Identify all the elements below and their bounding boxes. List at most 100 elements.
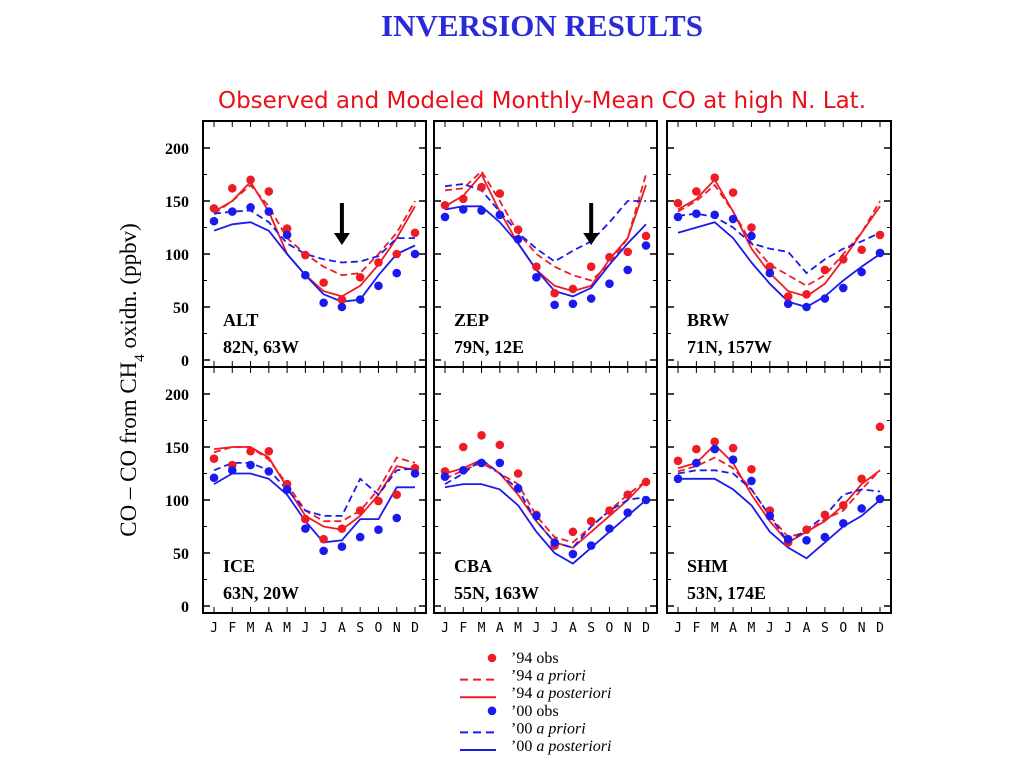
x-tick-label: M (514, 621, 522, 636)
series-post00 (444, 205, 647, 298)
point-obs94 (728, 443, 738, 453)
x-tick-label: F (692, 621, 700, 636)
legend-item-prior94: ’94 a priori (460, 668, 586, 685)
point-obs00 (477, 206, 486, 215)
series-post00 (213, 472, 415, 544)
point-obs94 (458, 442, 468, 452)
point-obs94 (374, 258, 383, 267)
point-obs00 (440, 212, 450, 222)
x-tick-label: M (711, 621, 719, 636)
x-tick-label: A (803, 621, 811, 636)
x-tick-label: A (729, 621, 737, 636)
point-obs00 (623, 265, 633, 275)
y-axis-label-text: CO – CO from CH4 oxidn. (ppbv) (116, 223, 148, 537)
x-tick-label: O (606, 621, 614, 636)
series-prior00 (444, 458, 647, 549)
point-obs00 (374, 525, 383, 534)
x-tick-label: A (338, 621, 346, 636)
station-name: CBA (454, 556, 492, 576)
series-post94 (213, 180, 416, 298)
point-obs00 (319, 298, 328, 308)
x-tick-label: J (320, 621, 328, 636)
x-tick-label: S (356, 621, 364, 636)
y-tick-label: 100 (165, 247, 189, 264)
point-obs94 (838, 254, 848, 264)
point-obs94 (301, 514, 310, 524)
point-obs94 (495, 189, 505, 198)
y-tick-label: 0 (181, 353, 189, 370)
point-obs94 (495, 440, 505, 450)
point-obs00 (605, 524, 614, 533)
point-obs94 (282, 224, 292, 233)
series-post00 (213, 221, 416, 303)
point-obs00 (209, 473, 219, 483)
point-obs94 (319, 534, 328, 544)
point-obs94 (820, 510, 830, 520)
point-obs00 (495, 210, 505, 220)
point-obs00 (820, 294, 830, 303)
point-obs00 (264, 207, 274, 216)
point-obs00 (710, 210, 720, 220)
point-obs94 (209, 204, 219, 213)
point-obs94 (623, 490, 633, 500)
arrow-head-icon (333, 233, 350, 245)
x-tick-label: J (532, 621, 540, 636)
point-obs00 (802, 302, 811, 312)
point-obs00 (319, 546, 328, 556)
x-tick-label: F (459, 621, 467, 636)
station-name: ICE (223, 556, 255, 576)
point-obs00 (728, 455, 738, 465)
point-obs94 (392, 249, 402, 259)
point-obs94 (355, 273, 365, 282)
legend-item-post00: ’00 a posteriori (460, 738, 611, 755)
point-obs00 (458, 466, 468, 475)
point-obs94 (374, 496, 383, 506)
point-obs94 (641, 231, 651, 241)
point-obs00 (374, 281, 383, 291)
point-obs94 (586, 516, 596, 526)
point-obs94 (673, 456, 683, 466)
point-obs00 (301, 524, 310, 533)
point-obs00 (586, 294, 596, 303)
x-tick-label: S (821, 621, 829, 636)
point-obs00 (641, 495, 651, 505)
point-obs00 (728, 214, 738, 224)
panel-alt: 0 50 100 150 200 ALT 82N, 63W (165, 120, 427, 370)
series-post94 (444, 458, 647, 549)
series-post00 (678, 477, 881, 560)
point-obs94 (440, 200, 450, 210)
series-prior94 (213, 183, 416, 277)
point-obs94 (857, 474, 866, 484)
point-obs00 (875, 248, 885, 258)
point-obs00 (495, 458, 505, 468)
point-obs94 (710, 437, 720, 447)
point-obs00 (264, 467, 274, 476)
point-obs00 (838, 519, 848, 528)
series-post94 (213, 446, 416, 531)
station-coords: 55N, 163W (454, 583, 539, 603)
x-tick-label: O (375, 621, 383, 636)
point-obs94 (692, 444, 701, 454)
point-obs94 (747, 464, 756, 474)
series-post94 (444, 172, 647, 293)
point-obs94 (802, 525, 811, 534)
arrow-head-icon (583, 233, 600, 245)
station-name: SHM (687, 556, 728, 576)
panel-frame (666, 366, 892, 614)
point-obs94 (477, 431, 486, 440)
slide-title: INVERSION RESULTS (381, 8, 703, 43)
point-obs00 (783, 299, 793, 309)
x-tick-label: N (858, 621, 866, 636)
point-obs94 (568, 527, 578, 537)
x-tick-label: O (839, 621, 847, 636)
point-obs00 (586, 541, 596, 550)
point-obs00 (641, 241, 651, 250)
point-obs94 (820, 265, 830, 275)
point-obs00 (747, 231, 756, 241)
x-tick-label: J (210, 621, 218, 636)
point-obs00 (605, 279, 614, 288)
station-name: ALT (223, 310, 258, 330)
point-obs94 (264, 187, 274, 196)
x-tick-label: D (411, 621, 419, 636)
point-obs94 (857, 245, 866, 255)
